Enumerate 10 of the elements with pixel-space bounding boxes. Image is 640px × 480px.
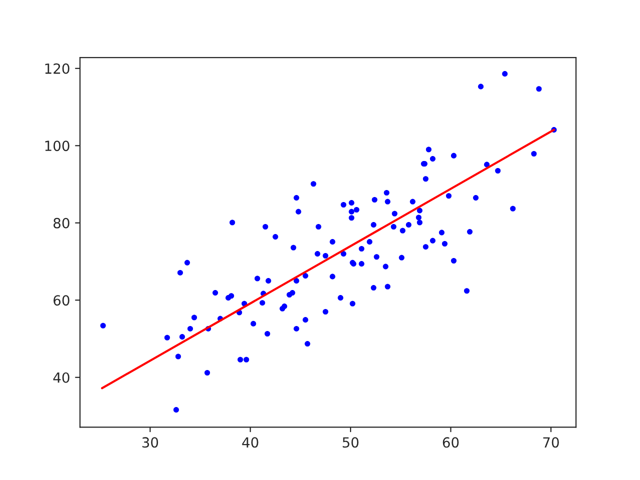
y-tick-label: 100 [45,140,70,152]
y-tick-label: 80 [54,218,70,228]
x-tick-label: 40 [242,437,258,448]
y-tick-label: 40 [53,372,70,383]
x-tick-label: 50 [342,437,358,448]
x-tick-label: 70 [543,437,559,448]
y-tick-label: 120 [45,63,70,74]
x-tick-label: 30 [142,437,158,448]
x-tick-label: 60 [442,437,459,448]
y-tick-label: 60 [54,295,70,306]
